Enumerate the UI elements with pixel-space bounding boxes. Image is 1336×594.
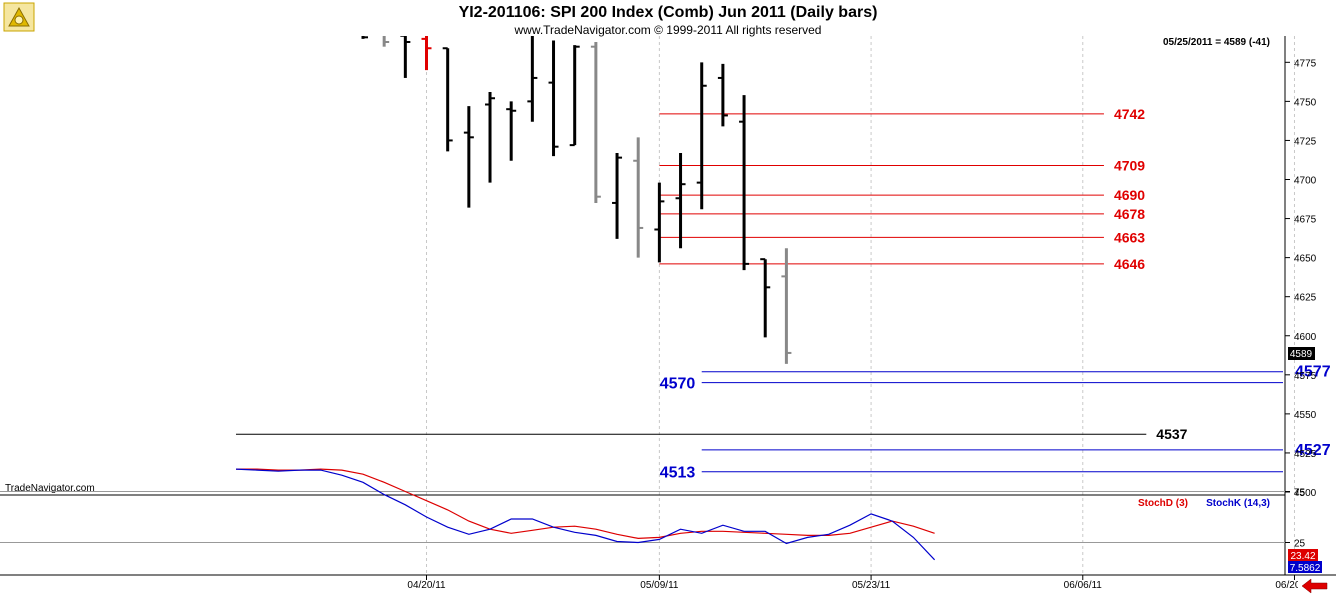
ohlc-bar-10 <box>569 45 580 147</box>
price-readout: 05/25/2011 = 4589 (-41) <box>1163 37 1270 48</box>
price-axis: 4500 4525 4550 4575 4600 4625 4650 4675 4700 4725… <box>1285 58 1317 499</box>
legend-stoch-k: StochK (14,3) <box>1206 498 1270 509</box>
x-tick-label-3: 06/06/11 <box>1064 580 1103 591</box>
ohlc-bar-3 <box>421 36 432 71</box>
y-tick-label-11: 4775 <box>1294 58 1317 69</box>
level-label-4678: 4678 <box>1114 206 1145 222</box>
stoch-series-line-1 <box>235 468 936 561</box>
trade-navigator-logo-icon <box>3 2 35 32</box>
ohlc-bar-16 <box>696 62 707 210</box>
last-price-tag-text: 4589 <box>1290 349 1313 360</box>
ohlc-bar-20 <box>781 248 792 364</box>
level-label-4646: 4646 <box>1114 256 1145 272</box>
level-label-4742: 4742 <box>1114 106 1145 122</box>
level-label-4663: 4663 <box>1114 229 1145 245</box>
level-label-4577: 4577 <box>1295 364 1331 381</box>
ohlc-bar-18 <box>739 95 750 271</box>
level-label-4513: 4513 <box>660 465 696 482</box>
y-tick-label-0: 4500 <box>1294 488 1317 499</box>
ohlc-bar-19 <box>760 258 771 338</box>
chart-title: YI2-201106: SPI 200 Index (Comb) Jun 201… <box>459 4 878 21</box>
ohlc-bar-8 <box>527 36 538 122</box>
ohlc-bar-5 <box>463 106 474 208</box>
y-tick-label-2: 4550 <box>1294 410 1317 421</box>
stoch-tick-label-25: 25 <box>1294 539 1306 550</box>
level-label-4709: 4709 <box>1114 157 1145 173</box>
copyright-text: www.TradeNavigator.com © 1999-2011 All r… <box>514 23 822 37</box>
x-tick-label-0: 04/20/11 <box>407 580 446 591</box>
x-tick-label-2: 05/23/11 <box>852 580 891 591</box>
ohlc-bar-17 <box>717 63 728 127</box>
level-label-4690: 4690 <box>1114 187 1145 203</box>
x-tick-label-1: 05/09/11 <box>640 580 679 591</box>
ohlc-bar-9 <box>548 40 559 157</box>
y-tick-label-10: 4750 <box>1294 97 1317 108</box>
stoch-tick-label-75: 75 <box>1294 488 1306 499</box>
y-tick-label-7: 4675 <box>1294 215 1317 226</box>
ohlc-bar-7 <box>506 101 517 161</box>
ohlc-bar-13 <box>633 137 644 258</box>
ohlc-bar-15 <box>675 152 686 249</box>
ohlc-bar-1 <box>382 36 390 47</box>
y-tick-label-5: 4625 <box>1294 293 1317 304</box>
time-axis: 04/20/11 05/09/11 05/23/11 06/06/11 06/20/11 <box>407 575 1314 591</box>
legend-stoch-d: StochD (3) <box>1138 498 1188 509</box>
level-label-4570: 4570 <box>660 376 696 393</box>
stochastic-lines <box>235 468 936 561</box>
x-tick-label-4: 06/20/11 <box>1275 580 1314 591</box>
level-label-4527: 4527 <box>1295 442 1331 459</box>
y-tick-label-6: 4650 <box>1294 254 1317 265</box>
stoch-k-tag: 7.5862 <box>1288 561 1322 574</box>
stochastic-grid: 25 75 <box>0 488 1306 550</box>
ohlc-bar-12 <box>612 152 623 239</box>
ohlc-bar-2 <box>400 36 411 78</box>
ohlc-bars <box>361 36 792 364</box>
ohlc-bar-4 <box>442 47 453 152</box>
last-price-tag: 4589 <box>1288 347 1315 360</box>
ohlc-bar-11 <box>590 42 601 203</box>
level-lines: 4742 4709 4690 4678 4663 4646 4577 4570 4537 4527… <box>235 106 1331 482</box>
y-tick-label-8: 4700 <box>1294 176 1317 187</box>
ohlc-bar-0 <box>361 36 368 39</box>
level-label-4537: 4537 <box>1156 426 1187 442</box>
scroll-left-arrow-icon[interactable] <box>1298 578 1332 594</box>
y-tick-label-9: 4725 <box>1294 136 1317 147</box>
ohlc-bar-6 <box>485 92 496 183</box>
y-tick-label-1: 4525 <box>1294 449 1317 460</box>
stoch-k-tag-text: 7.5862 <box>1290 563 1321 574</box>
ohlc-bar-14 <box>654 182 665 263</box>
y-tick-label-4: 4600 <box>1294 332 1317 343</box>
y-tick-label-3: 4575 <box>1294 371 1317 382</box>
stoch-d-tag-text: 23.42 <box>1290 551 1315 562</box>
brand-label: TradeNavigator.com <box>5 483 95 494</box>
stoch-d-tag: 23.42 <box>1288 549 1318 562</box>
